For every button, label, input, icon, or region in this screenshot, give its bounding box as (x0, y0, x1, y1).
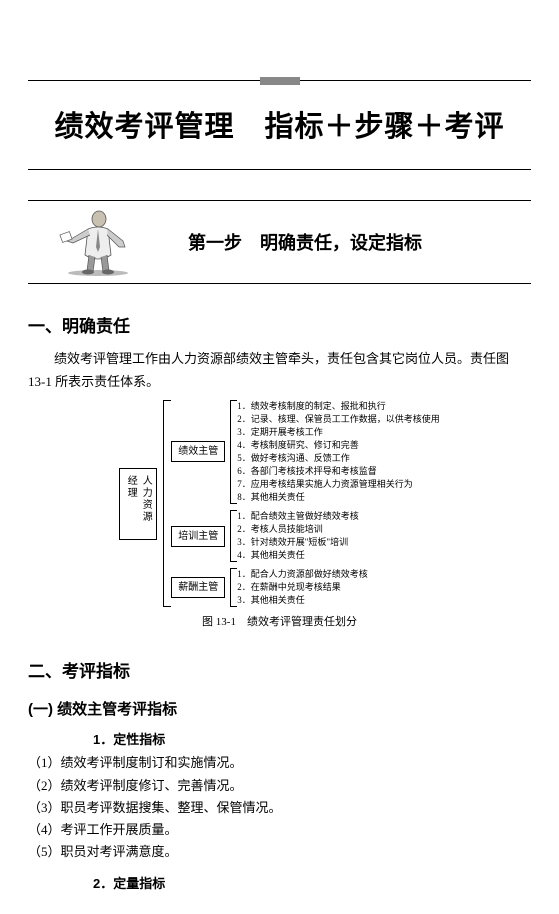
section-2-heading: 二、考评指标 (28, 657, 531, 682)
branch-item: 3．定期开展考核工作 (237, 426, 440, 439)
person-icon (53, 207, 143, 277)
step-illustration (28, 207, 168, 277)
section-1-para: 绩效考评管理工作由人力资源部绩效主管牵头，责任包含其它岗位人员。责任图 (28, 347, 531, 370)
step-heading: 第一步 明确责任，设定指标 (168, 229, 422, 255)
bracket-icon (225, 400, 237, 504)
list-item: （5）职员对考评满意度。 (28, 841, 531, 863)
section-1-para2: 13-1 所表示责任体系。 (28, 370, 531, 393)
branch-item: 8．其他相关责任 (237, 491, 440, 504)
bracket-icon (225, 568, 237, 607)
branch-box: 绩效主管 (171, 441, 225, 462)
subsection-2-1-heading: (一) 绩效主管考评指标 (28, 698, 531, 719)
branch-item: 1．绩效考核制度的制定、报批和执行 (237, 400, 440, 413)
branch-item: 3．针对绩效开展"短板"培训 (237, 536, 359, 549)
branch-item: 3．其他相关责任 (237, 594, 368, 607)
diagram-root: 人力资源经理 (119, 468, 157, 540)
list-item: （3）职员考评数据搜集、整理、保管情况。 (28, 797, 531, 819)
bracket-icon (157, 400, 171, 608)
list-item: （1）绩效考评制度制订和实施情况。 (28, 752, 531, 774)
title-rule (28, 169, 531, 170)
diagram-branch: 薪酬主管 1．配合人力资源部做好绩效考核2．在薪酬中兑现考核结果3．其他相关责任 (171, 568, 440, 607)
diagram-branch: 培训主管 1．配合绩效主管做好绩效考核2．考核人员技能培训3．针对绩效开展"短板"… (171, 510, 440, 562)
branch-item: 4．其他相关责任 (237, 549, 359, 562)
step-label: 第一步 (188, 233, 242, 253)
branch-item: 2．在薪酬中兑现考核结果 (237, 581, 368, 594)
quantitative-heading: 2．定量指标 (93, 873, 531, 892)
branch-items: 1．配合人力资源部做好绩效考核2．在薪酬中兑现考核结果3．其他相关责任 (237, 568, 368, 607)
qualitative-list: （1）绩效考评制度制订和实施情况。（2）绩效考评制度修订、完善情况。（3）职员考… (28, 752, 531, 862)
diagram-caption: 图 13-1 绩效考评管理责任划分 (28, 613, 531, 629)
branch-box: 薪酬主管 (171, 577, 225, 598)
qualitative-heading: 1．定性指标 (93, 729, 531, 748)
list-item: （4）考评工作开展质量。 (28, 819, 531, 841)
branch-box: 培训主管 (171, 526, 225, 547)
list-item: （2）绩效考评制度修订、完善情况。 (28, 775, 531, 797)
branch-item: 4．考核制度研究、修订和完善 (237, 439, 440, 452)
rule-accent (260, 77, 300, 85)
branch-item: 5．做好考核沟通、反馈工作 (237, 452, 440, 465)
branch-item: 6．各部门考核技术抨导和考核监督 (237, 465, 440, 478)
step-block: 第一步 明确责任，设定指标 (28, 200, 531, 284)
branch-item: 7．应用考核结果实施人力资源管理相关行为 (237, 478, 440, 491)
diagram-branch: 绩效主管 1．绩效考核制度的制定、报批和执行2．记录、核理、保管员工工作数据，以供… (171, 400, 440, 504)
branch-item: 2．记录、核理、保管员工工作数据，以供考核使用 (237, 413, 440, 426)
top-rule (28, 80, 531, 81)
branch-item: 1．配合绩效主管做好绩效考核 (237, 510, 359, 523)
section-1-heading: 一、明确责任 (28, 312, 531, 337)
responsibility-diagram: 人力资源经理 绩效主管 1．绩效考核制度的制定、报批和执行2．记录、核理、保管员工… (28, 400, 531, 608)
branch-items: 1．配合绩效主管做好绩效考核2．考核人员技能培训3．针对绩效开展"短板"培训4．… (237, 510, 359, 562)
page-title: 绩效考评管理 指标＋步骤＋考评 (28, 103, 531, 145)
bracket-icon (225, 510, 237, 562)
branch-items: 1．绩效考核制度的制定、报批和执行2．记录、核理、保管员工工作数据，以供考核使用… (237, 400, 440, 504)
branch-item: 1．配合人力资源部做好绩效考核 (237, 568, 368, 581)
step-text: 明确责任，设定指标 (260, 233, 422, 253)
branch-item: 2．考核人员技能培训 (237, 523, 359, 536)
